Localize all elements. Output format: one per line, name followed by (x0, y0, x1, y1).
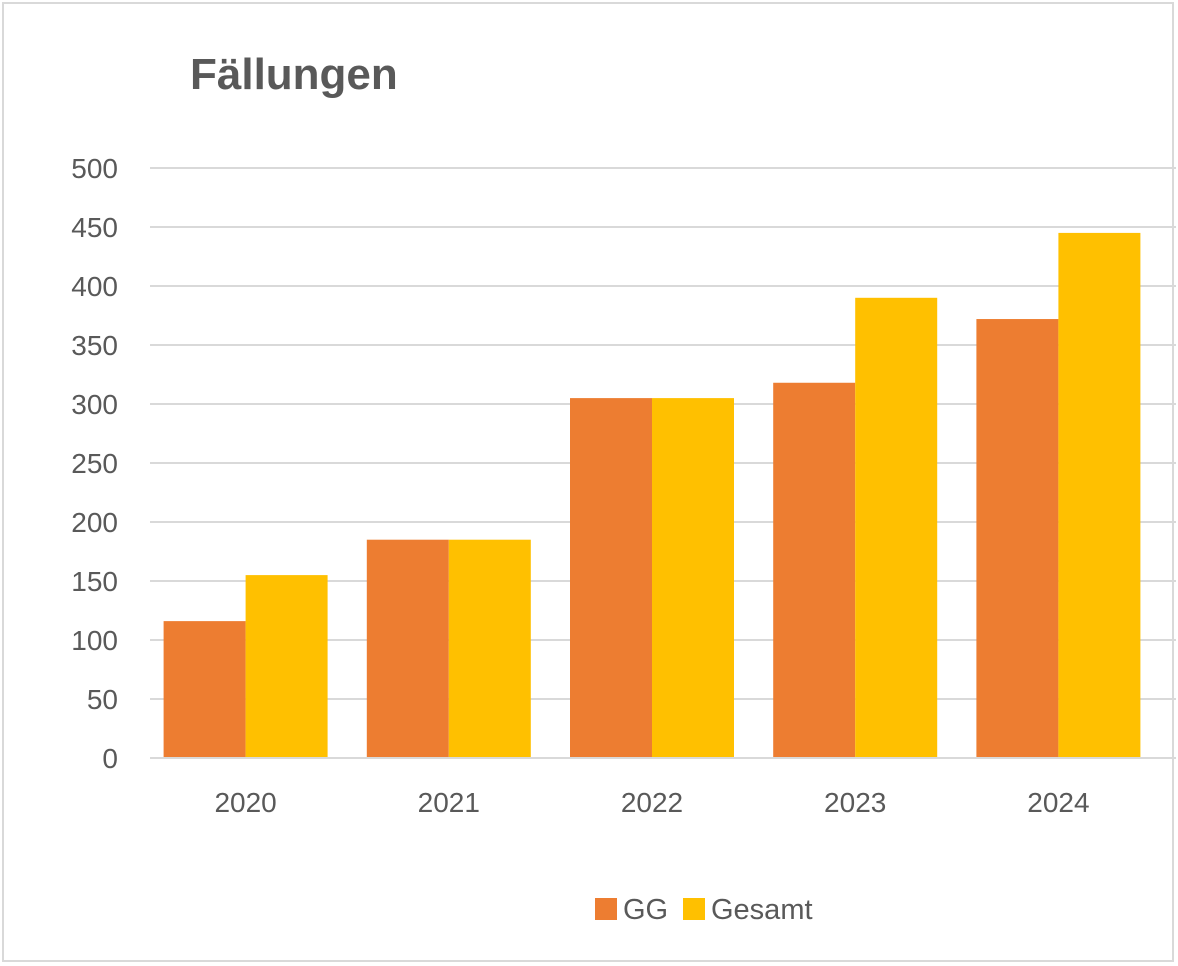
y-axis-ticks: 0 50 100 150 200 250 300 350 400 450 500 (71, 153, 118, 774)
bar-gg-2024 (976, 319, 1059, 758)
bar-gesamt-2021 (448, 539, 531, 758)
bar-gg-2021 (366, 539, 449, 758)
y-tick-label: 150 (71, 566, 118, 597)
x-tick-label: 2024 (1027, 787, 1089, 818)
y-tick-label: 450 (71, 212, 118, 243)
x-tick-label: 2021 (418, 787, 480, 818)
bar-gg-2020 (163, 621, 246, 758)
legend: GG Gesamt (595, 894, 813, 926)
bar-gg-2022 (570, 398, 652, 758)
y-tick-label: 200 (71, 507, 118, 538)
legend-swatch-gesamt (683, 898, 705, 920)
x-tick-label: 2022 (621, 787, 683, 818)
x-axis-ticks: 2020 2021 2022 2023 2024 (214, 787, 1089, 818)
chart-title: Fällungen (190, 50, 398, 99)
bar-gg-2023 (773, 382, 856, 758)
y-tick-label: 500 (71, 153, 118, 184)
x-tick-label: 2020 (214, 787, 276, 818)
y-tick-label: 400 (71, 271, 118, 302)
legend-label-gg: GG (623, 894, 668, 926)
bar-gesamt-2022 (652, 398, 734, 758)
bar-gesamt-2024 (1058, 232, 1141, 758)
y-tick-label: 100 (71, 625, 118, 656)
legend-swatch-gg (595, 898, 617, 920)
bar-gesamt-2020 (245, 575, 328, 758)
bars (150, 232, 1176, 759)
y-tick-label: 300 (71, 389, 118, 420)
y-tick-label: 350 (71, 330, 118, 361)
y-tick-label: 0 (102, 743, 118, 774)
bar-gesamt-2023 (855, 297, 938, 758)
x-tick-label: 2023 (824, 787, 886, 818)
y-tick-label: 50 (87, 684, 118, 715)
y-tick-label: 250 (71, 448, 118, 479)
legend-label-gesamt: Gesamt (711, 894, 813, 926)
